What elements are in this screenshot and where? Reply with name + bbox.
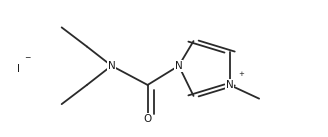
Text: I: I — [16, 64, 20, 73]
Text: N: N — [175, 61, 183, 71]
Text: O: O — [143, 114, 152, 124]
Text: +: + — [238, 71, 244, 77]
Text: N: N — [226, 80, 234, 90]
Text: N: N — [108, 61, 115, 71]
Text: −: − — [24, 53, 30, 62]
